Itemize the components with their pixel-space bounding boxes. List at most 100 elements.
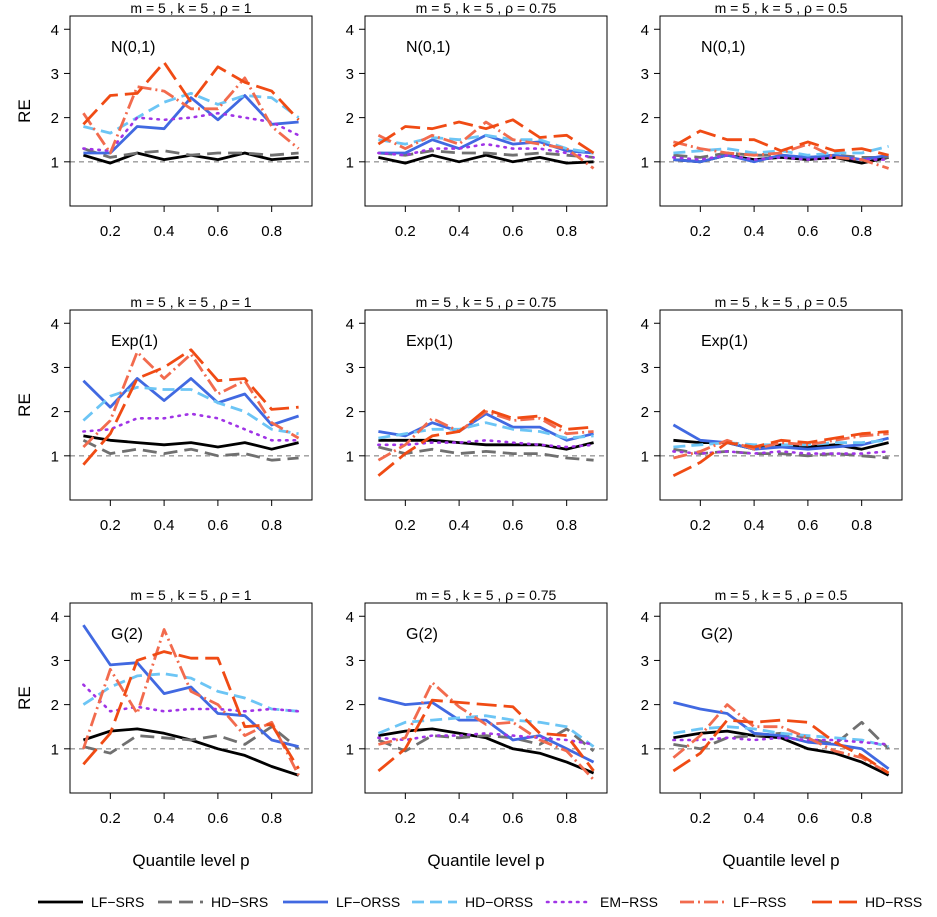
x-tick-label: 0.8 (556, 810, 577, 827)
panel-title: m = 5 , k = 5 , ρ = 1 (130, 587, 251, 603)
series-line-lf-rss (82, 76, 300, 155)
distribution-label: N(0,1) (701, 39, 745, 56)
y-tick-label: 4 (641, 316, 649, 333)
distribution-label: Exp(1) (701, 333, 748, 350)
x-tick-label: 0.4 (744, 810, 765, 827)
series-line-lf-orss (378, 696, 595, 764)
panel-title: m = 5 , k = 5 , ρ = 0.5 (715, 294, 848, 310)
x-tick-label: 0.6 (502, 517, 523, 534)
legend-label: LF−SRS (91, 894, 144, 910)
series-line-lf-orss (378, 133, 594, 155)
x-tick-label: 0.4 (449, 517, 470, 534)
plot-frame (659, 309, 903, 501)
series-group (672, 129, 890, 170)
x-tick-label: 0.8 (556, 517, 577, 534)
y-tick-label: 2 (346, 404, 354, 421)
series-line-hd-rss (672, 129, 889, 157)
x-tick-label: 0.4 (744, 223, 765, 240)
y-tick-label: 2 (51, 404, 59, 421)
series-line-em-rss (82, 111, 300, 153)
panel-8: m = 5 , k = 5 , ρ = 0.75 G(2) 1 2 3 4 0.2 0.4 0.… (346, 587, 608, 870)
panel-title: m = 5 , k = 5 , ρ = 1 (130, 294, 251, 310)
legend-label: LF−ORSS (336, 894, 400, 910)
plot-frame (364, 602, 608, 794)
x-tick-label: 0.8 (851, 810, 872, 827)
plot-frame (364, 15, 608, 207)
series-group (82, 348, 300, 466)
x-tick-label: 0.2 (100, 223, 121, 240)
x-tick-label: 0.2 (100, 517, 121, 534)
series-line-hd-orss (378, 133, 594, 155)
series-line-lf-rss (82, 350, 300, 448)
series-line-lf-rss (82, 628, 300, 776)
x-tick-label: 0.2 (395, 810, 416, 827)
y-tick-label: 4 (641, 22, 649, 39)
series-line-lf-rss (672, 703, 890, 775)
series-line-hd-rss (377, 118, 595, 155)
y-axis-label: RE (15, 393, 34, 417)
y-axis-label: RE (15, 686, 34, 710)
panel-title: m = 5 , k = 5 , ρ = 0.75 (416, 0, 557, 16)
x-tick-label: 0.2 (395, 517, 416, 534)
y-tick-label: 2 (346, 110, 354, 127)
x-tick-label: 0.6 (502, 223, 523, 240)
panel-7: m = 5 , k = 5 , ρ = 1 G(2) 1 2 3 4 0.2 0.4 0.6 0.… (15, 587, 313, 870)
y-tick-label: 1 (51, 741, 59, 758)
panel-3: m = 5 , k = 5 , ρ = 0.5 N(0,1) 1 2 3 4 0.2 0.4 0… (641, 0, 903, 240)
x-tick-label: 0.6 (797, 517, 818, 534)
x-tick-label: 0.2 (690, 223, 711, 240)
y-tick-label: 4 (51, 609, 59, 626)
x-tick-label: 0.2 (690, 517, 711, 534)
series-line-hd-orss (378, 421, 594, 440)
x-tick-label: 0.4 (449, 810, 470, 827)
panel-4: m = 5 , k = 5 , ρ = 1 Exp(1) 1 2 3 4 0.2 0.4 0.6… (15, 294, 313, 534)
panel-5: m = 5 , k = 5 , ρ = 0.75 Exp(1) 1 2 3 4 0.2 0.4… (346, 294, 608, 534)
x-axis-label: Quantile level p (132, 851, 249, 870)
legend-label: HD−ORSS (465, 894, 533, 910)
y-tick-label: 1 (51, 154, 59, 171)
y-tick-label: 1 (641, 154, 649, 171)
y-tick-label: 3 (641, 360, 649, 377)
series-line-em-rss (672, 153, 890, 161)
legend-label: EM−RSS (600, 894, 658, 910)
series-line-em-rss (377, 142, 595, 159)
series-line-hd-rss (82, 61, 300, 126)
legend-label: LF−RSS (733, 894, 786, 910)
series-line-hd-rss (82, 348, 299, 466)
distribution-label: N(0,1) (406, 39, 450, 56)
series-line-hd-srs (378, 445, 594, 462)
series-group (377, 407, 595, 477)
x-tick-label: 0.2 (395, 223, 416, 240)
series-group (82, 61, 300, 165)
y-tick-label: 1 (346, 741, 354, 758)
y-tick-label: 1 (346, 154, 354, 171)
y-tick-label: 1 (51, 448, 59, 465)
series-line-hd-orss (673, 725, 889, 748)
series-line-lf-orss (82, 624, 299, 748)
x-tick-label: 0.6 (207, 223, 228, 240)
panel-title: m = 5 , k = 5 , ρ = 0.5 (715, 587, 848, 603)
plot-frame (659, 602, 903, 794)
panel-title: m = 5 , k = 5 , ρ = 1 (130, 0, 251, 16)
y-tick-label: 4 (51, 316, 59, 333)
series-line-hd-rss (672, 430, 889, 477)
distribution-label: Exp(1) (406, 333, 453, 350)
series-group (377, 118, 595, 170)
legend-label: HD−SRS (211, 894, 268, 910)
distribution-label: Exp(1) (111, 333, 158, 350)
y-axis-label: RE (15, 99, 34, 123)
x-tick-label: 0.8 (261, 517, 282, 534)
panel-6: m = 5 , k = 5 , ρ = 0.5 Exp(1) 1 2 3 4 0.2 0.4 0… (641, 294, 903, 534)
series-group (672, 423, 890, 477)
y-tick-label: 2 (641, 697, 649, 714)
y-tick-label: 2 (51, 697, 59, 714)
series-line-hd-srs (82, 439, 299, 462)
plot-frame (69, 602, 313, 794)
series-line-lf-orss (672, 423, 889, 451)
y-tick-label: 3 (51, 66, 59, 83)
series-line-lf-srs (673, 438, 889, 451)
plot-frame (364, 309, 608, 501)
series-line-em-rss (672, 450, 890, 455)
series-line-em-rss (377, 438, 595, 449)
x-tick-label: 0.4 (744, 517, 765, 534)
